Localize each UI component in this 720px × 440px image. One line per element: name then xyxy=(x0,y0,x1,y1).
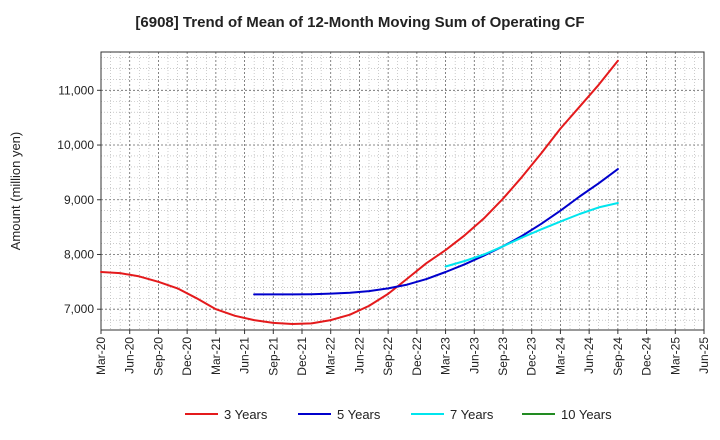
x-tick-label: Dec-24 xyxy=(640,337,654,376)
x-tick-label: Jun-23 xyxy=(467,337,481,374)
plot-frame xyxy=(100,51,705,331)
y-tick-label: 9,000 xyxy=(64,193,94,207)
x-tick-label: Jun-21 xyxy=(238,337,252,374)
y-tick-label: 7,000 xyxy=(64,302,94,316)
x-tick-label: Sep-20 xyxy=(151,337,165,376)
y-tick-label: 11,000 xyxy=(58,83,94,97)
x-tick-label: Dec-20 xyxy=(180,337,194,376)
series-line-3-years xyxy=(100,59,619,325)
x-tick-label: Sep-21 xyxy=(266,337,280,376)
series-line-7-years xyxy=(444,202,619,268)
y-tick-label: 8,000 xyxy=(64,247,94,261)
x-tick-label: Mar-21 xyxy=(209,337,223,375)
series-line-5-years xyxy=(253,168,619,296)
x-tick-label: Jun-22 xyxy=(352,337,366,374)
x-tick-label: Jun-20 xyxy=(123,337,137,374)
x-tick-label: Dec-23 xyxy=(525,337,539,376)
x-tick-label: Dec-22 xyxy=(410,337,424,376)
x-tick-label: Dec-21 xyxy=(295,337,309,376)
y-tick-label: 10,000 xyxy=(57,138,94,152)
x-tick-label: Jun-25 xyxy=(697,337,711,374)
x-tick-label: Sep-24 xyxy=(611,337,625,376)
x-tick-label: Mar-20 xyxy=(94,337,108,375)
legend-label: 10 Years xyxy=(561,407,612,422)
x-tick-label: Mar-22 xyxy=(324,337,338,375)
x-tick-label: Mar-24 xyxy=(553,337,567,375)
x-tick-label: Sep-23 xyxy=(496,337,510,376)
legend-label: 3 Years xyxy=(224,407,268,422)
x-tick-label: Mar-23 xyxy=(439,337,453,375)
x-tick-label: Mar-25 xyxy=(668,337,682,375)
legend-label: 5 Years xyxy=(337,407,381,422)
x-tick-label: Jun-24 xyxy=(582,337,596,374)
legend-label: 7 Years xyxy=(450,407,494,422)
chart-title: [6908] Trend of Mean of 12-Month Moving … xyxy=(135,14,585,31)
x-tick-label: Sep-22 xyxy=(381,337,395,376)
y-axis-label: Amount (million yen) xyxy=(8,132,23,251)
